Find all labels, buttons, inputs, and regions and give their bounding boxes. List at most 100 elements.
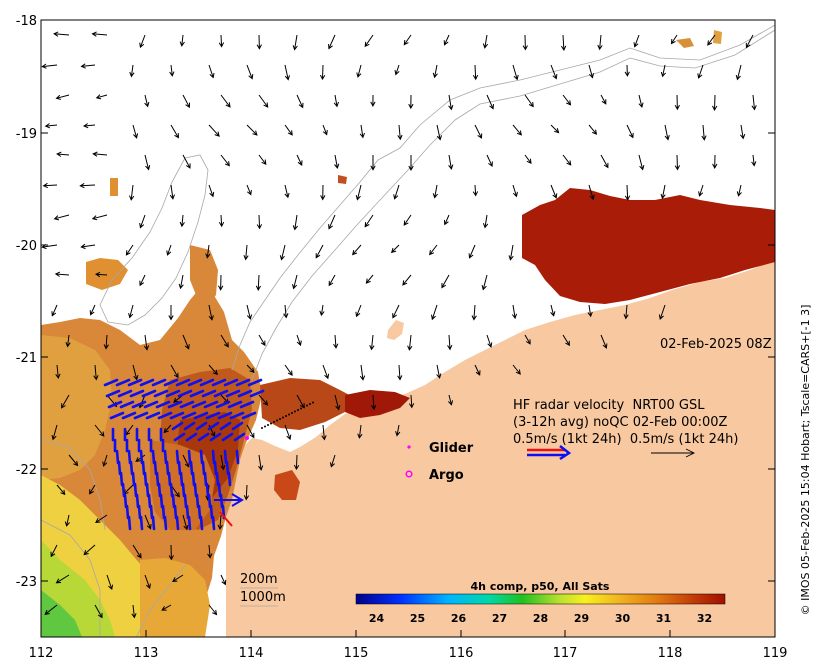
current-arrow xyxy=(597,34,603,51)
current-arrow xyxy=(369,334,375,351)
current-arrow xyxy=(246,424,255,439)
current-arrow xyxy=(322,124,328,136)
current-arrow xyxy=(356,64,362,78)
current-arrow xyxy=(624,64,630,77)
current-arrow xyxy=(320,184,326,201)
current-arrow xyxy=(82,123,96,129)
current-arrow xyxy=(712,154,718,170)
radar-vector xyxy=(119,400,135,409)
current-arrow xyxy=(207,544,213,559)
current-arrow xyxy=(179,34,185,47)
radar-vector xyxy=(163,449,168,465)
radar-vector xyxy=(139,378,155,387)
radar-vector xyxy=(169,411,185,420)
radar-vector xyxy=(151,378,167,387)
colorbar-gradient xyxy=(355,593,726,605)
current-arrow xyxy=(131,604,137,619)
current-arrow xyxy=(443,34,450,46)
radar-vector xyxy=(191,400,207,409)
current-arrow xyxy=(432,184,438,199)
current-arrow xyxy=(429,244,438,256)
radar-vector xyxy=(157,411,173,420)
current-arrow xyxy=(279,244,286,261)
current-arrow xyxy=(359,124,365,139)
current-arrow xyxy=(132,364,139,381)
current-arrow xyxy=(54,271,70,277)
glider-track-dot xyxy=(300,407,302,410)
radar-vector xyxy=(121,411,137,420)
radar-vector xyxy=(105,389,121,398)
argo-label: Argo xyxy=(429,468,464,483)
current-arrow xyxy=(319,304,325,317)
radar-vector xyxy=(185,504,190,520)
current-arrow xyxy=(512,124,522,136)
current-arrow xyxy=(296,94,304,109)
hf-radar-line3: 0.5m/s (1kt 24h) 0.5m/s (1kt 24h) xyxy=(513,432,738,447)
colorbar-tick-label: 28 xyxy=(533,612,548,625)
radar-vector xyxy=(237,389,253,398)
radar-vector xyxy=(235,378,251,387)
current-arrow xyxy=(292,34,298,51)
glider-track-dot xyxy=(279,418,281,420)
current-arrow xyxy=(408,155,414,172)
radar-vector xyxy=(139,515,144,531)
current-arrow xyxy=(296,154,303,166)
current-arrow xyxy=(447,394,454,406)
current-arrow xyxy=(735,64,742,81)
credit-label: © IMOS 05-Feb-2025 15:04 Hobart; Tscale=… xyxy=(799,305,812,616)
current-arrow xyxy=(600,154,609,169)
current-arrow xyxy=(562,334,570,347)
current-arrow xyxy=(102,454,108,467)
current-arrow xyxy=(740,124,746,140)
glider-track-dot xyxy=(264,425,266,428)
radar-vector xyxy=(225,460,230,476)
current-arrow xyxy=(524,334,531,345)
current-arrow xyxy=(522,34,528,51)
current-arrow xyxy=(220,94,231,108)
radar-vector xyxy=(117,460,122,476)
current-arrow xyxy=(53,214,70,221)
glider-track-dot xyxy=(312,401,314,404)
radar-vector xyxy=(181,411,197,420)
radar-vector xyxy=(211,515,216,531)
current-arrow xyxy=(179,214,185,228)
current-arrow xyxy=(472,184,479,197)
current-arrow xyxy=(355,304,362,318)
current-arrow xyxy=(670,34,678,45)
radar-vector xyxy=(191,471,196,487)
current-arrow xyxy=(91,214,108,221)
radar-vector xyxy=(185,432,198,442)
current-arrow xyxy=(524,94,534,108)
current-arrow xyxy=(208,304,214,321)
radar-vector xyxy=(141,389,157,398)
current-arrow xyxy=(408,394,415,409)
current-arrow xyxy=(392,304,400,319)
radar-vector xyxy=(125,504,130,520)
current-arrow xyxy=(132,124,139,139)
radar-vector xyxy=(175,378,191,387)
current-arrow xyxy=(161,604,172,611)
current-arrow xyxy=(51,304,58,317)
current-arrow xyxy=(588,184,595,201)
current-arrow xyxy=(600,94,607,105)
radar-vector xyxy=(141,460,146,476)
current-arrow xyxy=(292,274,298,290)
current-arrow xyxy=(319,64,326,81)
radar-vector xyxy=(123,493,128,509)
current-arrow xyxy=(436,364,442,379)
current-arrow xyxy=(712,94,718,112)
radar-vector xyxy=(183,493,188,509)
current-arrow xyxy=(736,184,742,197)
colorbar-ticks: 24 25 26 27 28 29 30 31 32 xyxy=(369,612,712,625)
current-arrow xyxy=(208,364,218,376)
radar-vector xyxy=(189,460,194,476)
y-tick-label: -21 xyxy=(16,351,37,366)
x-axis: 112 113 114 115 116 117 118 119 xyxy=(29,630,787,661)
current-arrow xyxy=(701,124,707,141)
radar-vector xyxy=(223,449,228,465)
current-arrow xyxy=(172,574,184,582)
current-arrow xyxy=(664,124,670,141)
radar-vector xyxy=(171,421,184,431)
current-arrow xyxy=(79,182,96,189)
current-arrow xyxy=(144,154,151,171)
